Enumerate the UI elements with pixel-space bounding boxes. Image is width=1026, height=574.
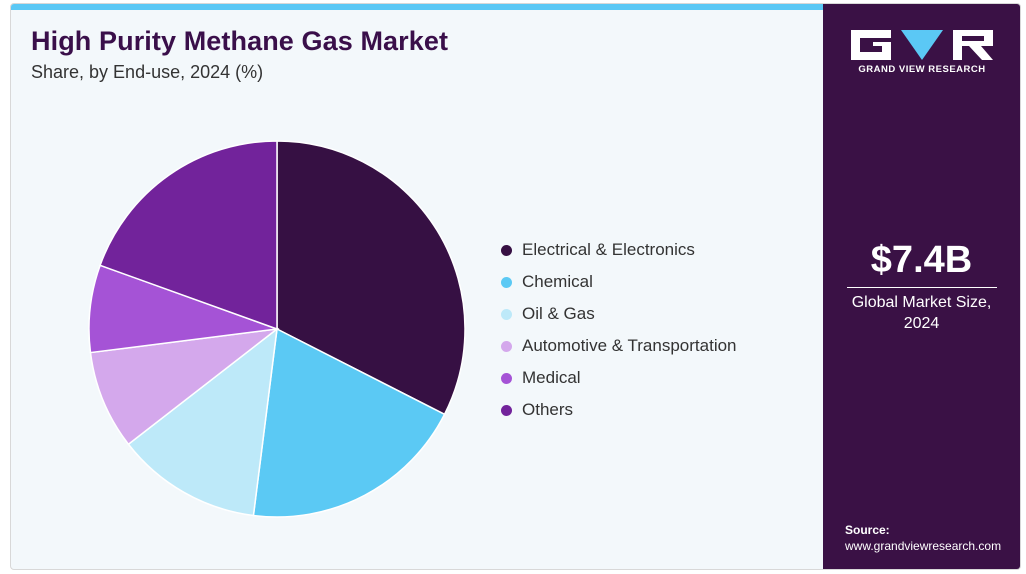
market-size-value: $7.4B (870, 239, 973, 281)
legend-item-chemical: Chemical (501, 266, 737, 298)
legend-swatch-icon (501, 340, 512, 352)
side-panel: GRAND VIEW RESEARCH $7.4B Global Market … (823, 4, 1020, 569)
gvr-logo-mark-icon (851, 30, 993, 60)
top-accent-bar (11, 4, 823, 10)
legend-label: Automotive & Transportation (522, 336, 737, 355)
pie-slice-automotive-and-transportation (89, 327, 280, 446)
chart-subtitle: Share, by End-use, 2024 (%) (31, 62, 264, 82)
pie-slice-chemical (252, 327, 446, 518)
chart-title: High Purity Methane Gas Market (31, 26, 449, 56)
legend-label: Medical (522, 368, 581, 387)
legend-swatch-icon (501, 276, 512, 288)
chart-legend: Electrical & Electronics Chemical Oil & Ga… (501, 234, 737, 426)
pie-chart (88, 140, 466, 518)
legend-label: Others (522, 400, 574, 419)
legend-item-others: Others (501, 394, 737, 426)
chart-card: High Purity Methane Gas Market Share, by… (10, 3, 1021, 570)
grand-view-research-logo: GRAND VIEW RESEARCH (851, 26, 993, 78)
legend-label: Electrical & Electronics (522, 240, 695, 259)
pie-slice-electrical-and-electronics (276, 140, 466, 416)
legend-item-automotive-and-transportation: Automotive & Transportation (501, 330, 737, 362)
legend-item-medical: Medical (501, 362, 737, 394)
pie-slice-others (99, 140, 278, 331)
source-link[interactable]: www.grandviewresearch.com (845, 539, 1002, 553)
legend-item-electrical-and-electronics: Electrical & Electronics (501, 234, 737, 266)
pie-slice-oil-and-gas (127, 327, 278, 517)
legend-label: Chemical (522, 272, 593, 291)
legend-swatch-icon (501, 308, 512, 320)
legend-label: Oil & Gas (522, 304, 595, 323)
source-label: Source: (845, 523, 890, 537)
legend-swatch-icon (501, 404, 512, 416)
legend-swatch-icon (501, 372, 512, 384)
brand-name: GRAND VIEW RESEARCH (858, 64, 986, 75)
legend-item-oil-and-gas: Oil & Gas (501, 298, 737, 330)
market-size-caption: Global Market Size, 2024 (851, 294, 992, 332)
legend-swatch-icon (501, 244, 512, 256)
divider (847, 287, 997, 288)
